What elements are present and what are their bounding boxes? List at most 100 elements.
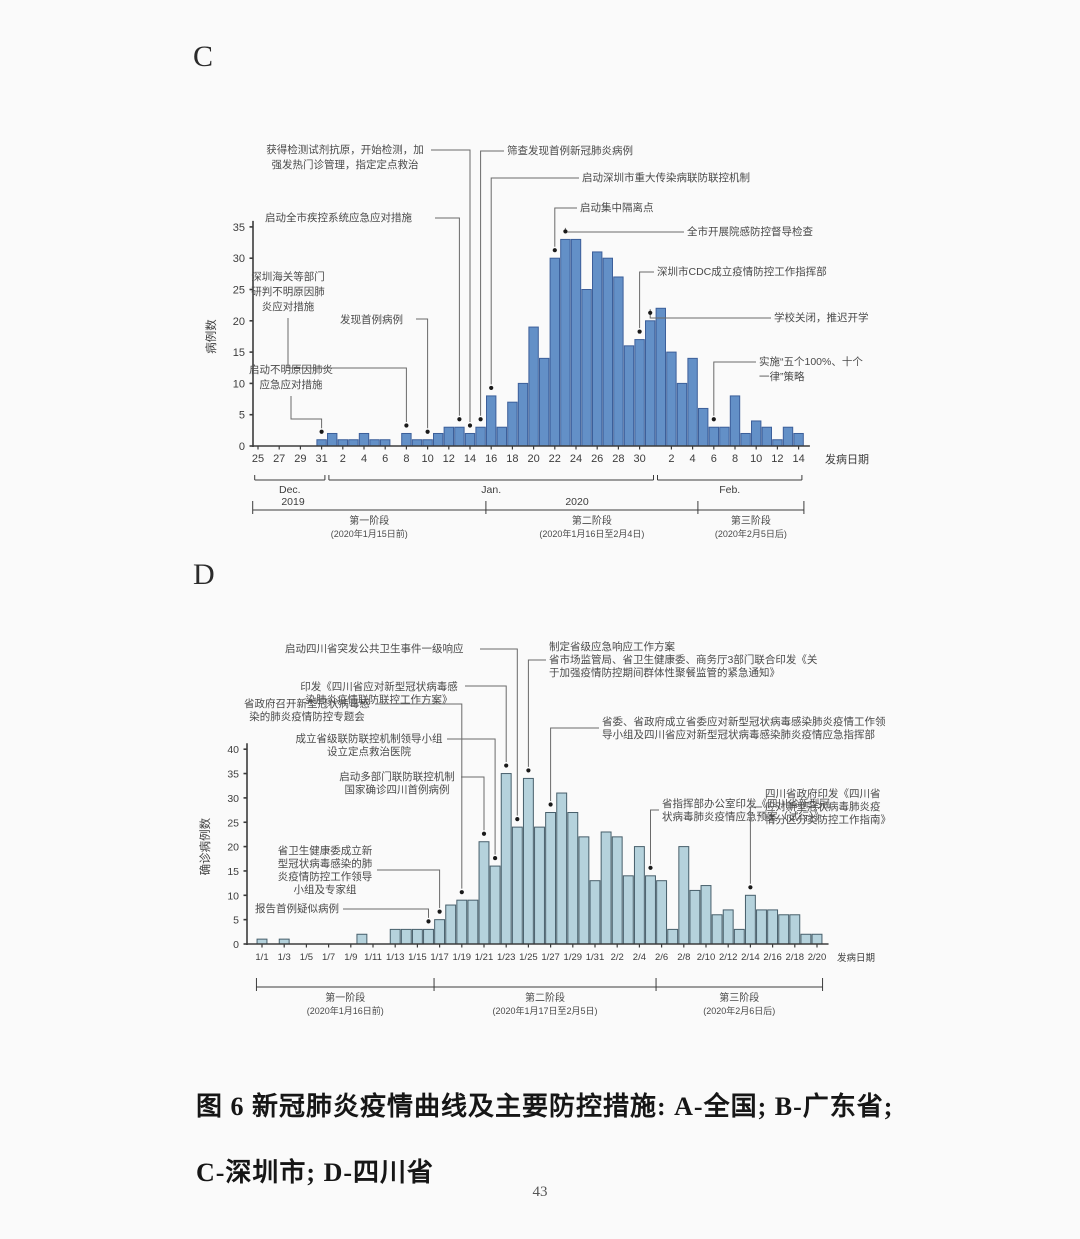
stage-range: (2020年1月17日至2月5日) xyxy=(493,1005,598,1016)
y-tick-label: 35 xyxy=(227,769,239,781)
x-tick-label: 1/11 xyxy=(364,952,382,963)
bar xyxy=(740,432,751,447)
annotation-label: 型冠状病毒感染的肺 xyxy=(278,857,373,870)
x-tick-label: 6 xyxy=(711,453,717,465)
annotation-dot xyxy=(748,885,753,890)
bar xyxy=(581,289,592,447)
bar xyxy=(356,933,368,945)
stage-name: 第二阶段 xyxy=(525,991,565,1004)
bar xyxy=(478,841,490,945)
x-tick-label: 1/5 xyxy=(300,952,313,963)
x-tick-label: 2/12 xyxy=(719,952,738,963)
x-tick-label: 2/6 xyxy=(655,952,668,963)
panel-label-c: C xyxy=(193,40,214,73)
annotation-label: 制定省级应急响应工作方案 xyxy=(549,640,675,653)
bar xyxy=(475,426,486,447)
annotation-label: 省卫生健康委成立新 xyxy=(278,844,373,857)
bar xyxy=(811,933,823,945)
month-label: Jan. xyxy=(481,484,501,496)
annotation-connector xyxy=(480,648,518,816)
bar xyxy=(600,831,612,945)
y-tick-label: 10 xyxy=(227,890,239,902)
annotation-dot xyxy=(711,417,716,422)
bar xyxy=(687,357,698,447)
y-tick-label: 10 xyxy=(233,378,245,390)
annotation-connector xyxy=(465,685,507,763)
bar xyxy=(422,439,433,447)
bar xyxy=(800,933,812,945)
y-tick-label: 0 xyxy=(239,441,245,453)
annotation-label: 应对新型冠状病毒肺炎疫 xyxy=(765,800,881,813)
bar xyxy=(443,426,455,447)
bar xyxy=(433,432,444,447)
bar xyxy=(623,345,635,447)
annotation-label: 印发《四川省应对新型冠状病毒感 xyxy=(300,680,458,693)
bar xyxy=(761,426,772,447)
epidemic-curve-chart-sichuan: 0 5 10 15 20 25 30 35 40 确诊病例数 1/1 1/3 1/5 1/7 1/9 1/11… xyxy=(198,640,891,1016)
x-tick-label: 1/17 xyxy=(430,952,449,963)
annotation-dot xyxy=(504,763,509,768)
x-tick-label: 2 xyxy=(668,453,674,465)
annotation-label: 筛查发现首例新冠肺炎病例 xyxy=(507,144,633,157)
annotation-label: 炎应对措施 xyxy=(262,300,315,313)
figure-caption-line-2: C-深圳市; D-四川省 xyxy=(196,1158,435,1187)
x-tick-label: 2/18 xyxy=(786,952,805,963)
y-tick-label: 35 xyxy=(233,222,245,234)
x-tick-label: 2/8 xyxy=(677,952,690,963)
x-tick-label: 2/14 xyxy=(741,952,760,963)
annotation-connector xyxy=(713,361,756,416)
y-tick-label: 30 xyxy=(233,253,245,265)
annotation-dot xyxy=(437,909,442,914)
x-tick-label: 10 xyxy=(421,453,433,465)
annotation-dot xyxy=(489,385,494,391)
x-tick-label: 1/31 xyxy=(586,952,605,963)
x-tick-label: 30 xyxy=(633,453,645,465)
bar xyxy=(327,432,338,447)
bar xyxy=(464,432,476,447)
x-tick-label: 2/10 xyxy=(697,952,716,963)
bar xyxy=(456,899,468,945)
x-tick-label: 18 xyxy=(506,453,518,465)
annotation-dot xyxy=(481,831,487,836)
x-tick-label: 14 xyxy=(792,453,804,465)
stage-name: 第一阶段 xyxy=(349,514,389,527)
bar xyxy=(676,382,688,447)
stage-name: 第一阶段 xyxy=(325,991,365,1004)
y-axis-label: 病例数 xyxy=(204,319,218,354)
bar xyxy=(528,326,539,447)
x-tick-label: 1/15 xyxy=(408,952,427,963)
x-tick-label: 1/19 xyxy=(453,952,472,963)
annotation-label: 学校关闭，推迟开学 xyxy=(774,311,869,324)
bar xyxy=(700,885,712,945)
bar xyxy=(698,407,709,447)
annotation-label: 深圳市CDC成立疫情防控工作指挥部 xyxy=(657,265,827,278)
year-label: 2020 xyxy=(565,496,589,508)
bar xyxy=(729,395,741,447)
bar xyxy=(789,914,801,945)
y-axis-label: 确诊病例数 xyxy=(198,817,212,875)
bar xyxy=(782,426,794,447)
bar xyxy=(369,439,380,447)
y-tick-label: 20 xyxy=(227,842,239,854)
annotation-label: 导小组及四川省应对新型冠状病毒感染肺炎疫情应急指挥部 xyxy=(602,728,875,741)
annotation-label: 获得检测试剂抗原，开始检测，加 xyxy=(266,143,424,156)
annotation-connector xyxy=(650,809,659,865)
bar xyxy=(348,439,359,447)
bar xyxy=(602,257,614,447)
annotation-label: 启动多部门联防联控机制 xyxy=(339,770,455,783)
x-tick-label: 31 xyxy=(315,453,327,465)
y-tick-label: 40 xyxy=(227,744,239,756)
x-tick-label: 4 xyxy=(361,453,367,465)
bar xyxy=(467,899,479,945)
annotation-connector xyxy=(377,869,441,909)
bar xyxy=(756,909,767,945)
month-label: Feb. xyxy=(719,484,740,496)
bar xyxy=(454,426,465,447)
bar xyxy=(539,357,550,447)
x-tick-label: 22 xyxy=(549,453,561,465)
x-tick-label: 26 xyxy=(591,453,603,465)
x-tick-label: 8 xyxy=(732,453,738,465)
x-tick-label: 8 xyxy=(403,453,409,465)
bar xyxy=(556,792,568,945)
